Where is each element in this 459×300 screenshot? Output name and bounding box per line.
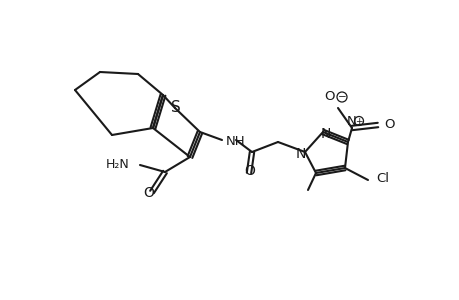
Text: N: N xyxy=(320,127,330,141)
Text: O: O xyxy=(244,164,255,178)
Text: S: S xyxy=(171,100,180,115)
Text: O: O xyxy=(324,90,334,103)
Text: NH: NH xyxy=(225,134,245,148)
Text: +: + xyxy=(354,116,362,125)
Text: −: − xyxy=(337,92,346,102)
Text: O: O xyxy=(383,118,394,130)
Text: H₂N: H₂N xyxy=(106,158,130,170)
Text: N: N xyxy=(347,115,356,128)
Text: O: O xyxy=(143,186,154,200)
Text: N: N xyxy=(295,147,306,161)
Text: Cl: Cl xyxy=(375,172,388,185)
